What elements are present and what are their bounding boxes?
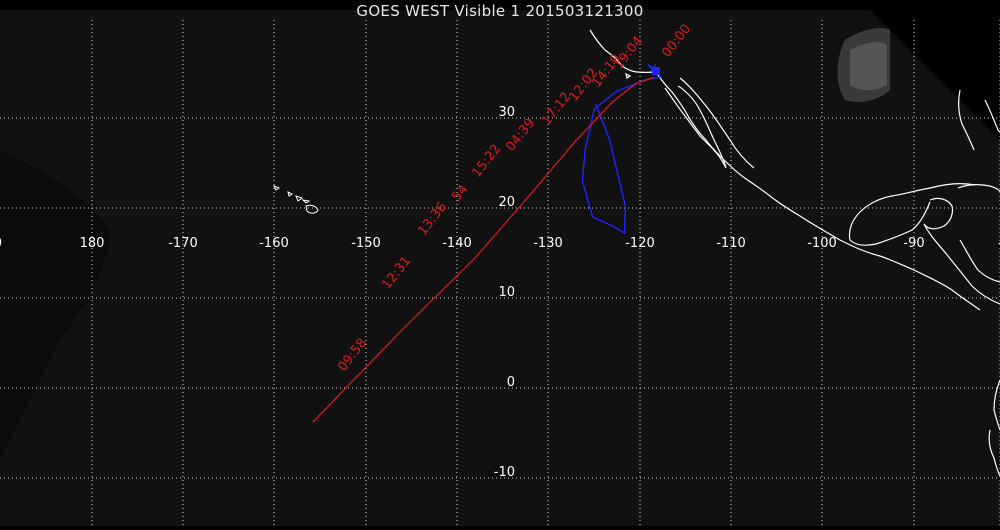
coast-central-america <box>959 239 1000 283</box>
hawaii-islands <box>272 185 319 214</box>
coast-south-america <box>988 379 1000 477</box>
coast-gulf-of-mexico <box>848 89 976 246</box>
lat-label: 10 <box>498 285 515 300</box>
coastlines <box>272 29 1000 477</box>
lon-label: 70 <box>0 236 2 251</box>
cloud-patch-2 <box>850 42 887 91</box>
coast-florida <box>984 99 1000 133</box>
coast-sea-of-cortez <box>679 77 755 169</box>
lon-label: 180 <box>80 236 105 251</box>
lat-label: 30 <box>498 105 515 120</box>
lon-label: -100 <box>807 236 837 251</box>
lon-label: -130 <box>533 236 563 251</box>
blue-source-star <box>647 63 657 71</box>
longitude-labels: 70 180 -170 -160 -150 -140 -130 -120 -110 -100 -90… <box>0 236 1000 251</box>
earth-disk-shape <box>0 10 1000 526</box>
coast-yucatan <box>923 197 1000 305</box>
dark-sky-left <box>0 10 110 460</box>
lat-label: 20 <box>498 195 515 210</box>
island-guadalupe <box>625 72 632 79</box>
lon-label: -90 <box>903 236 924 251</box>
lon-label: -170 <box>168 236 198 251</box>
image-title: GOES WEST Visible 1 201503121300 <box>356 2 644 20</box>
red-trajectory-line <box>312 76 654 423</box>
lat-label: -10 <box>494 465 515 480</box>
latitude-labels: 30 20 10 0 -10 <box>494 105 515 480</box>
blue-source-marker <box>652 67 660 75</box>
lon-label: -110 <box>716 236 746 251</box>
blue-trajectory-line <box>581 75 663 235</box>
blue-trajectory-group <box>581 63 663 235</box>
lon-label: -160 <box>259 236 289 251</box>
graticule <box>0 20 1000 526</box>
lat-label: 0 <box>507 375 515 390</box>
lon-label: -120 <box>625 236 655 251</box>
coast-baja-gulf <box>664 85 727 169</box>
lon-label: -8 <box>998 236 1000 251</box>
lon-label: -150 <box>351 236 381 251</box>
lon-label: -140 <box>442 236 472 251</box>
coast-cuba <box>957 184 1000 193</box>
